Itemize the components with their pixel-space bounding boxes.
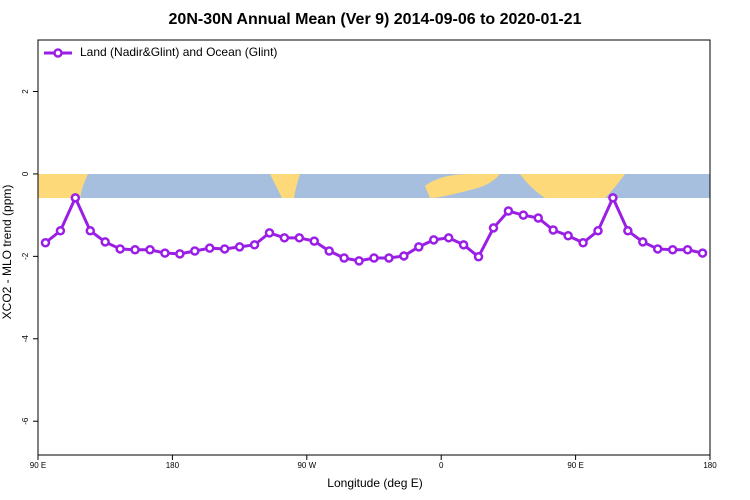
data-point [204, 243, 215, 253]
data-point [503, 206, 514, 216]
data-point [115, 244, 125, 254]
data-point [294, 233, 305, 243]
data-point [563, 231, 573, 241]
data-point [339, 253, 349, 263]
data-point [160, 248, 170, 258]
data-point [100, 237, 110, 247]
y-tick-label: 2 [21, 89, 30, 94]
data-point [473, 252, 484, 262]
data-point [399, 251, 409, 261]
data-point [458, 240, 469, 250]
data-point [414, 242, 424, 252]
data-point [145, 245, 155, 255]
data-point [85, 226, 96, 236]
data-point [369, 253, 379, 263]
data-point [264, 228, 275, 238]
data-point [324, 246, 334, 256]
data-point [190, 246, 200, 256]
data-point [638, 237, 648, 247]
data-point [608, 193, 618, 203]
x-tick-label: 90 W [297, 461, 316, 470]
plot-frame [37, 39, 711, 456]
data-point [40, 238, 51, 248]
data-point [309, 236, 320, 246]
y-axis-label: XCO2 - MLO trend (ppm) [0, 185, 14, 320]
chart-title: 20N-30N Annual Mean (Ver 9) 2014-09-06 t… [169, 11, 582, 28]
x-tick-label: 90 E [30, 461, 46, 470]
data-point [623, 226, 633, 236]
data-point [697, 248, 708, 258]
data-point [578, 238, 588, 248]
legend-marker [53, 48, 63, 58]
map-band [38, 174, 710, 198]
data-point [593, 226, 603, 236]
y-tick-label: -6 [21, 417, 30, 425]
data-point [70, 193, 81, 203]
data-point [682, 245, 693, 255]
data-point [533, 213, 544, 223]
x-tick-label: 0 [439, 461, 444, 470]
data-point [652, 244, 663, 254]
data-point [354, 256, 364, 266]
x-tick-label: 90 E [567, 461, 583, 470]
data-point [384, 253, 394, 263]
x-tick-label: 180 [166, 461, 180, 470]
y-tick-label: -2 [21, 252, 30, 260]
data-point [428, 235, 439, 245]
data-point [219, 244, 230, 254]
y-tick-label: 0 [21, 171, 30, 176]
data-line [44, 194, 703, 263]
data-point [518, 210, 529, 220]
data-point [175, 249, 185, 259]
legend-label: Land (Nadir&Glint) and Ocean (Glint) [80, 45, 277, 59]
data-point [130, 245, 140, 255]
y-tick-label: -4 [21, 335, 30, 343]
data-point [443, 233, 454, 243]
data-point [279, 233, 290, 243]
data-point [488, 223, 499, 233]
data-point [55, 226, 66, 236]
data-point [667, 245, 678, 255]
data-point [234, 242, 245, 252]
x-axis-label: Longitude (deg E) [327, 476, 422, 490]
x-tick-label: 180 [703, 461, 717, 470]
data-point [548, 225, 558, 235]
data-point [249, 240, 260, 250]
